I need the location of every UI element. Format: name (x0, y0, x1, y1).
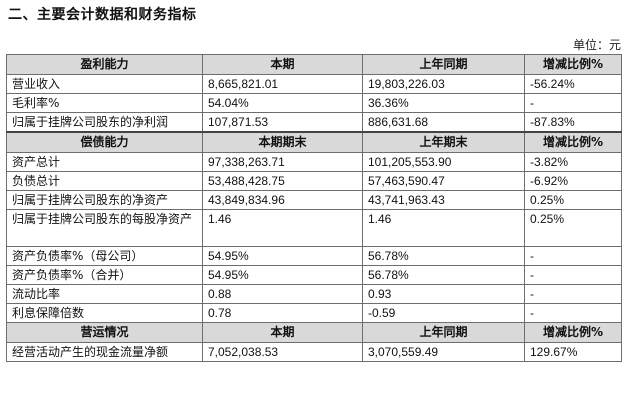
current-value: 43,849,834.96 (202, 190, 363, 210)
table-header-row: 营运情况 本期 上年同期 增减比例% (6, 322, 622, 343)
row-label: 归属于挂牌公司股东的每股净资产 (6, 209, 203, 247)
current-value: 0.88 (202, 284, 363, 304)
header-cell: 上年同期 (362, 322, 525, 343)
table-row: 归属于挂牌公司股东的每股净资产 1.46 1.46 0.25% (6, 209, 622, 247)
table-row: 资产负债率%（母公司） 54.95% 56.78% - (6, 246, 622, 266)
header-cell: 上年同期 (362, 54, 525, 75)
prior-value: 3,070,559.49 (362, 342, 525, 362)
row-label: 资产总计 (6, 152, 203, 172)
table-row: 流动比率 0.88 0.93 - (6, 284, 622, 304)
section-title: 二、主要会计数据和财务指标 (8, 7, 197, 23)
table-row: 资产负债率%（合并） 54.95% 56.78% - (6, 265, 622, 285)
header-cell: 增减比例% (524, 131, 622, 153)
change-value: -3.82% (524, 152, 622, 172)
prior-value: 19,803,226.03 (362, 74, 525, 94)
row-label: 流动比率 (6, 284, 203, 304)
prior-value: 57,463,590.47 (362, 171, 525, 191)
row-label: 资产负债率%（母公司） (6, 246, 203, 266)
header-cell: 营运情况 (6, 322, 203, 343)
table-row: 资产总计 97,338,263.71 101,205,553.90 -3.82% (6, 152, 622, 172)
prior-value: -0.59 (362, 303, 525, 323)
current-value: 107,871.53 (202, 112, 363, 133)
change-value: 129.67% (524, 342, 622, 362)
unit-label: 单位：元 (572, 38, 621, 52)
prior-value: 43,741,963.43 (362, 190, 525, 210)
prior-value: 56.78% (362, 265, 525, 285)
row-label: 营业收入 (6, 74, 203, 94)
table-row: 负债总计 53,488,428.75 57,463,590.47 -6.92% (6, 171, 622, 191)
prior-value: 36.36% (362, 93, 525, 113)
current-value: 1.46 (202, 209, 363, 247)
table-row: 归属于挂牌公司股东的净利润 107,871.53 886,631.68 -87.… (6, 112, 622, 133)
current-value: 54.95% (202, 246, 363, 266)
change-value: - (524, 93, 622, 113)
current-value: 7,052,038.53 (202, 342, 363, 362)
header-cell: 增减比例% (524, 322, 622, 343)
prior-value: 0.93 (362, 284, 525, 304)
prior-value: 101,205,553.90 (362, 152, 525, 172)
current-value: 97,338,263.71 (202, 152, 363, 172)
table-row: 经营活动产生的现金流量净额 7,052,038.53 3,070,559.49 … (6, 342, 622, 362)
row-label: 经营活动产生的现金流量净额 (6, 342, 203, 362)
row-label: 归属于挂牌公司股东的净资产 (6, 190, 203, 210)
change-value: -6.92% (524, 171, 622, 191)
change-value: -56.24% (524, 74, 622, 94)
change-value: 0.25% (524, 190, 622, 210)
change-value: - (524, 246, 622, 266)
table-row: 归属于挂牌公司股东的净资产 43,849,834.96 43,741,963.4… (6, 190, 622, 210)
row-label: 资产负债率%（合并） (6, 265, 203, 285)
table-header-row: 盈利能力 本期 上年同期 增减比例% (6, 54, 622, 75)
change-value: - (524, 284, 622, 304)
table-row: 毛利率% 54.04% 36.36% - (6, 93, 622, 113)
current-value: 54.95% (202, 265, 363, 285)
change-value: 0.25% (524, 209, 622, 247)
row-label: 利息保障倍数 (6, 303, 203, 323)
prior-value: 1.46 (362, 209, 525, 247)
header-cell: 本期 (202, 322, 363, 343)
current-value: 53,488,428.75 (202, 171, 363, 191)
header-cell: 盈利能力 (6, 54, 203, 75)
table-row: 营业收入 8,665,821.01 19,803,226.03 -56.24% (6, 74, 622, 94)
header-cell: 偿债能力 (6, 131, 203, 153)
header-cell: 上年期末 (362, 131, 525, 153)
current-value: 54.04% (202, 93, 363, 113)
row-label: 负债总计 (6, 171, 203, 191)
table-row: 利息保障倍数 0.78 -0.59 - (6, 303, 622, 323)
change-value: - (524, 265, 622, 285)
table-header-row: 偿债能力 本期期末 上年期末 增减比例% (6, 131, 622, 153)
row-label: 归属于挂牌公司股东的净利润 (6, 112, 203, 133)
change-value: - (524, 303, 622, 323)
current-value: 0.78 (202, 303, 363, 323)
header-cell: 本期 (202, 54, 363, 75)
current-value: 8,665,821.01 (202, 74, 363, 94)
financial-indicators-table: 盈利能力 本期 上年同期 增减比例% 营业收入 8,665,821.01 19,… (6, 54, 622, 362)
header-cell: 本期期末 (202, 131, 363, 153)
prior-value: 56.78% (362, 246, 525, 266)
row-label: 毛利率% (6, 93, 203, 113)
prior-value: 886,631.68 (362, 112, 525, 133)
change-value: -87.83% (524, 112, 622, 133)
header-cell: 增减比例% (524, 54, 622, 75)
